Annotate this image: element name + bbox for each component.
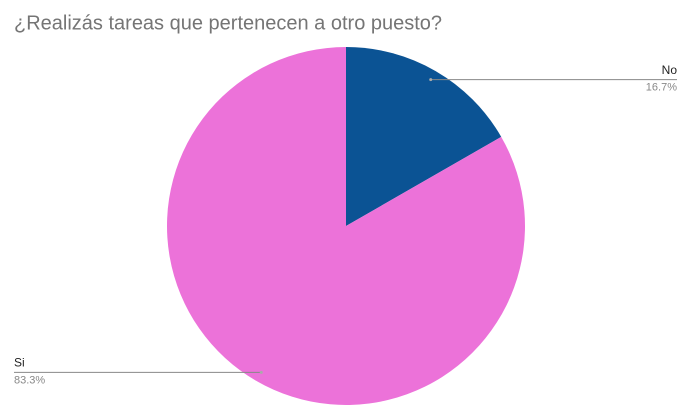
pie-slice: [166, 47, 525, 406]
slice-value: 83.3%: [14, 374, 45, 386]
leader-dot: [259, 370, 263, 374]
slice-value: 16.7%: [646, 82, 677, 94]
slice-label: No: [662, 63, 678, 77]
chart-title: ¿Realizás tareas que pertenecen a otro p…: [14, 12, 442, 34]
leader-dot: [429, 78, 433, 82]
pie-slice: [346, 47, 502, 226]
slice-label: Si: [14, 356, 25, 370]
